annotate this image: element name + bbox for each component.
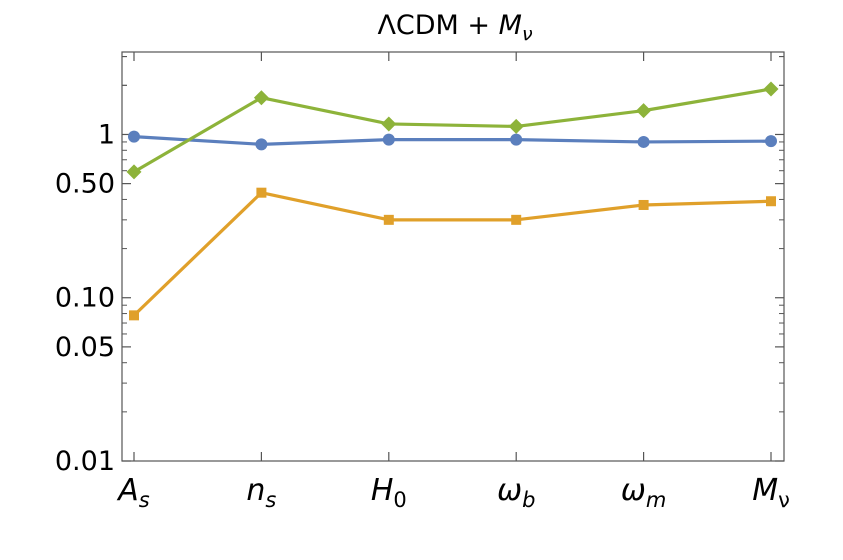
data-point-circle-1 (255, 138, 268, 151)
x-axis: As ns H0 ωb ωm Mν (116, 52, 790, 512)
data-point-diamond-2 (381, 116, 397, 132)
data-point-square-2 (383, 214, 394, 225)
x-tick-symbol: M (752, 473, 778, 508)
y-tick-label: 0.05 (55, 332, 115, 363)
y-tick-label: 0.01 (55, 446, 115, 477)
plot-frame (121, 51, 785, 462)
series-line-circle (133, 135, 772, 146)
y-tick-label: 0.50 (55, 169, 115, 200)
x-tick-label: ωb (497, 473, 535, 512)
x-tick-label: Mν (752, 473, 790, 512)
x-tick-label: As (116, 473, 150, 512)
data-point-diamond-0 (126, 164, 142, 180)
series-layer (126, 81, 779, 321)
x-tick-label: ωm (621, 473, 667, 512)
data-point-diamond-4 (636, 103, 652, 119)
data-point-square-3 (511, 214, 522, 225)
x-tick-label: ns (246, 473, 276, 512)
x-tick-subscript: b (522, 488, 535, 512)
x-tick-subscript: s (139, 488, 150, 512)
x-tick-symbol: H (371, 473, 394, 508)
y-axis: 1 0.50 0.10 0.05 0.01 (55, 56, 784, 477)
x-tick-subscript: s (265, 488, 276, 512)
x-tick-label: H0 (371, 473, 407, 512)
data-point-diamond-1 (253, 90, 269, 106)
data-point-square-5 (766, 196, 776, 207)
x-tick-symbol: n (246, 473, 265, 508)
data-point-circle-2 (382, 133, 395, 146)
chart-title-symbol: M (499, 10, 522, 41)
data-point-circle-5 (765, 135, 777, 148)
data-point-circle-3 (510, 133, 523, 146)
chart-title-subscript: ν (522, 23, 533, 45)
x-tick-symbol: ω (621, 473, 646, 508)
data-point-square-1 (256, 187, 267, 198)
x-tick-subscript: ν (778, 488, 790, 512)
series-line-square (132, 191, 772, 317)
data-point-diamond-5 (763, 81, 779, 97)
data-point-circle-4 (637, 135, 650, 148)
chart-title-main: ΛCDM + (377, 10, 498, 41)
data-point-square-4 (638, 199, 649, 210)
series-line-diamond (133, 87, 772, 174)
y-tick-label: 0.10 (55, 283, 115, 314)
x-tick-subscript: 0 (393, 488, 406, 512)
y-tick-label: 1 (98, 119, 115, 150)
chart-title: ΛCDM + Mν (377, 10, 533, 45)
x-tick-subscript: m (646, 488, 666, 512)
data-point-square-0 (129, 310, 139, 321)
data-point-circle-0 (128, 130, 140, 143)
x-tick-symbol: ω (497, 473, 522, 508)
data-point-diamond-3 (508, 118, 524, 134)
x-tick-symbol: A (116, 473, 139, 508)
